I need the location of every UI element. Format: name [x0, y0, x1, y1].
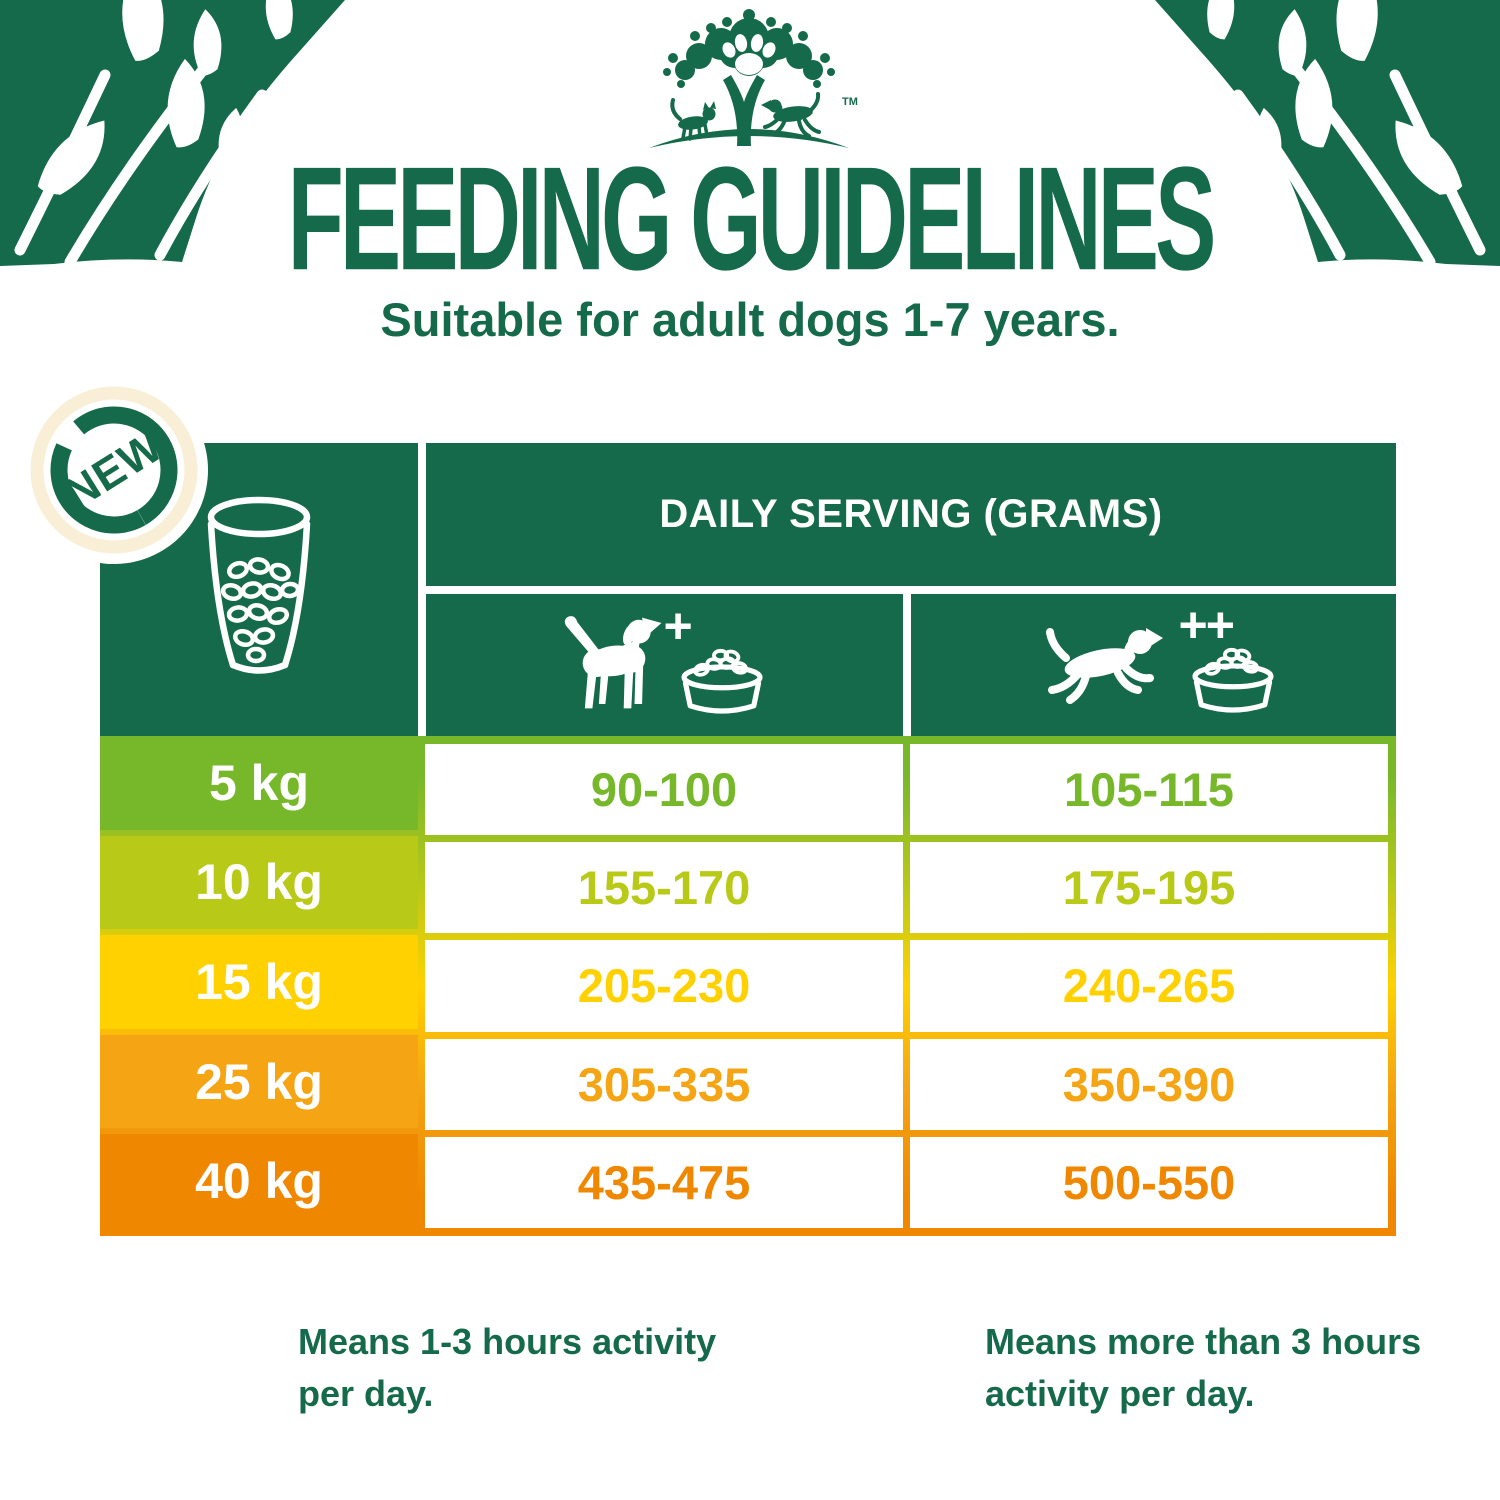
legend-normal-activity: +: [96, 1302, 289, 1416]
food-bowl-icon: [676, 647, 768, 721]
serving-value: 500-550: [910, 1136, 1388, 1228]
serving-value: 90-100: [425, 744, 903, 836]
weight-label-column: 5 kg 10 kg 15 kg 25 kg 40 kg: [100, 736, 418, 1228]
weight-label: 10 kg: [100, 835, 418, 930]
dog-icon: [761, 92, 821, 138]
pawprint-icon: [722, 34, 776, 75]
page-title: FEEDING GUIDELINES: [287, 138, 1217, 302]
serving-value: 175-195: [910, 842, 1388, 934]
jumping-dog-icon: [1029, 618, 1181, 718]
weight-label: 5 kg: [100, 736, 418, 830]
serving-table-body: 5 kg 10 kg 15 kg 25 kg 40 kg 90-100 105-…: [100, 736, 1396, 1236]
food-bowl-icon: [1187, 646, 1279, 720]
serving-value: 350-390: [910, 1038, 1388, 1130]
legend-high-activity: ++: [772, 1292, 1002, 1407]
normal-activity-column-header: +: [426, 594, 903, 736]
trademark-symbol: TM: [842, 96, 858, 108]
serving-header-label: DAILY SERVING (GRAMS): [659, 492, 1163, 536]
serving-value: 305-335: [425, 1038, 903, 1130]
serving-values-grid: 90-100 105-115 155-170 175-195 205-230 2…: [425, 744, 1388, 1228]
legend-high-activity-text: Means more than 3 hours activity per day…: [985, 1321, 1422, 1415]
serving-value: 205-230: [425, 940, 903, 1032]
brand-tree-logo-icon: TM: [649, 9, 858, 148]
food-bowl-icon: [203, 1345, 288, 1413]
page-subtitle: Suitable for adult dogs 1-7 years.: [380, 293, 1120, 346]
plus-marker: +: [663, 598, 693, 654]
new-badge: NEW: [20, 376, 208, 564]
high-activity-column-header: ++: [911, 594, 1396, 736]
cat-icon: [670, 98, 716, 141]
standing-dog-icon: [100, 1316, 190, 1402]
weight-label: 25 kg: [100, 1034, 418, 1129]
serving-value: 155-170: [425, 842, 903, 934]
serving-value: 435-475: [425, 1136, 903, 1228]
plus-marker: +: [191, 1299, 219, 1352]
serving-header-cell: DAILY SERVING (GRAMS): [426, 443, 1396, 586]
jumping-dog-icon: [772, 1309, 912, 1401]
cup-of-kibble-icon: [202, 492, 317, 687]
standing-dog-icon: [564, 616, 662, 709]
weight-label: 40 kg: [100, 1134, 418, 1228]
serving-value: 240-265: [910, 940, 1388, 1032]
plus-plus-marker: ++: [910, 1289, 962, 1342]
serving-value: 105-115: [910, 744, 1388, 836]
legend-normal-activity-text: Means 1-3 hours activity per day.: [298, 1321, 717, 1415]
plus-plus-marker: ++: [1178, 597, 1235, 653]
weight-label: 15 kg: [100, 935, 418, 1029]
